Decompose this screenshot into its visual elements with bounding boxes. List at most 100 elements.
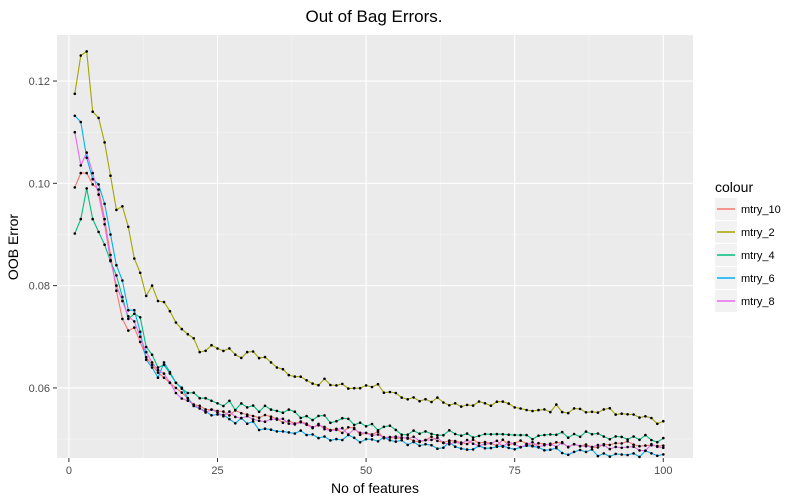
data-point-mtry_2: [632, 413, 635, 416]
data-point-mtry_6: [608, 455, 612, 458]
data-point-mtry_10: [263, 413, 267, 417]
data-point-mtry_2: [560, 410, 564, 414]
data-point-mtry_8: [519, 446, 522, 449]
data-point-mtry_4: [489, 433, 493, 436]
data-point-mtry_2: [174, 321, 178, 324]
data-point-mtry_4: [566, 436, 570, 440]
data-point-mtry_4: [376, 429, 380, 432]
y-axis: 0.06 0.08 0.10 0.12: [29, 76, 57, 395]
data-point-mtry_6: [394, 440, 398, 443]
data-point-mtry_2: [358, 386, 362, 390]
data-point-mtry_10: [465, 442, 469, 446]
data-point-mtry_2: [335, 384, 338, 387]
data-point-mtry_2: [287, 373, 291, 377]
data-point-mtry_8: [543, 443, 546, 447]
data-point-mtry_6: [299, 429, 303, 432]
data-point-mtry_10: [638, 444, 641, 448]
legend-label-mtry_10: mtry_10: [741, 204, 781, 216]
data-point-mtry_4: [388, 424, 392, 428]
data-point-mtry_4: [144, 345, 148, 349]
data-point-mtry_6: [489, 446, 493, 450]
data-point-mtry_10: [109, 253, 112, 257]
data-point-mtry_4: [436, 433, 439, 437]
data-point-mtry_6: [85, 156, 88, 160]
data-point-mtry_8: [186, 399, 190, 403]
data-point-mtry_8: [329, 429, 332, 432]
data-point-mtry_4: [299, 416, 303, 420]
data-point-mtry_8: [632, 445, 635, 449]
data-point-mtry_2: [400, 396, 404, 399]
data-point-mtry_4: [133, 312, 136, 316]
data-point-mtry_4: [228, 399, 231, 403]
data-point-mtry_6: [210, 414, 213, 417]
data-point-mtry_4: [614, 435, 617, 438]
data-point-mtry_4: [281, 411, 285, 415]
data-point-mtry_10: [91, 183, 94, 186]
data-point-mtry_4: [656, 440, 659, 444]
data-point-mtry_6: [234, 422, 237, 425]
data-point-mtry_4: [121, 295, 124, 299]
data-point-mtry_2: [204, 349, 207, 353]
data-point-mtry_10: [180, 391, 184, 394]
data-point-mtry_4: [311, 418, 314, 422]
data-point-mtry_6: [263, 427, 267, 431]
data-point-mtry_2: [228, 347, 231, 350]
data-point-mtry_6: [275, 430, 279, 433]
data-point-mtry_8: [347, 433, 350, 436]
data-point-mtry_8: [91, 171, 94, 175]
data-point-mtry_10: [644, 444, 647, 447]
data-point-mtry_8: [400, 436, 404, 439]
data-point-mtry_2: [424, 397, 427, 401]
data-point-mtry_8: [590, 445, 594, 449]
data-point-mtry_6: [311, 433, 314, 436]
data-point-mtry_10: [79, 171, 83, 175]
data-point-mtry_2: [144, 294, 148, 298]
data-point-mtry_10: [287, 419, 291, 423]
data-point-mtry_2: [442, 401, 445, 404]
data-point-mtry_2: [162, 300, 166, 304]
series-line-mtry_2: [74, 50, 664, 425]
data-point-mtry_6: [364, 437, 368, 441]
data-point-mtry_8: [578, 444, 582, 448]
data-point-mtry_6: [578, 448, 582, 452]
data-point-mtry_8: [382, 436, 386, 439]
data-point-mtry_6: [281, 430, 285, 433]
data-point-mtry_8: [424, 438, 427, 442]
data-point-mtry_4: [364, 425, 368, 428]
y-axis-label: OOB Error: [5, 214, 21, 280]
data-point-mtry_6: [424, 442, 427, 446]
data-point-mtry_8: [317, 422, 320, 426]
data-point-mtry_4: [644, 433, 647, 437]
data-point-mtry_2: [251, 350, 255, 353]
data-point-mtry_4: [453, 432, 457, 436]
data-point-mtry_6: [513, 448, 516, 451]
data-point-mtry_4: [204, 396, 207, 400]
data-point-mtry_2: [234, 353, 237, 357]
series-line-mtry_8: [74, 132, 664, 452]
data-point-mtry_4: [507, 433, 511, 437]
data-point-mtry_8: [305, 423, 308, 427]
x-axis: 0 25 50 75 100: [66, 458, 672, 477]
x-tick-label: 25: [211, 465, 223, 477]
data-point-mtry_4: [73, 232, 77, 235]
data-point-mtry_6: [305, 433, 308, 437]
data-point-mtry_2: [115, 208, 118, 212]
data-point-mtry_6: [156, 376, 160, 380]
data-point-mtry_6: [257, 428, 261, 432]
data-point-mtry_6: [358, 441, 362, 444]
data-point-mtry_2: [91, 110, 94, 113]
data-point-mtry_2: [453, 402, 457, 405]
data-point-mtry_4: [156, 366, 160, 369]
data-point-mtry_2: [519, 407, 522, 410]
data-point-mtry_8: [352, 427, 356, 431]
data-point-mtry_8: [133, 320, 136, 323]
data-point-mtry_2: [103, 141, 106, 144]
data-point-mtry_6: [412, 440, 415, 444]
data-point-mtry_4: [103, 243, 106, 246]
data-point-mtry_8: [608, 447, 612, 451]
data-point-mtry_8: [406, 437, 410, 440]
data-point-mtry_4: [138, 316, 142, 319]
data-point-mtry_8: [156, 368, 160, 372]
data-point-mtry_6: [650, 452, 653, 455]
data-point-mtry_10: [156, 371, 160, 374]
